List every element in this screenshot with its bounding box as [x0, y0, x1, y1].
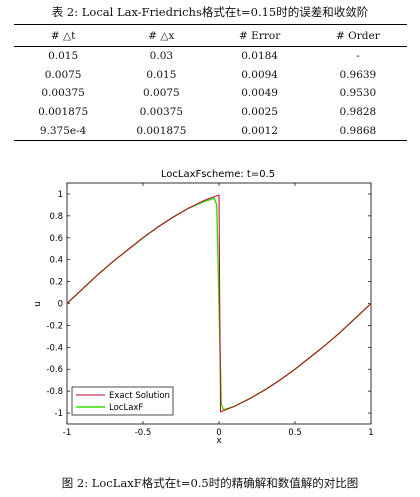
comparison-figure: LocLaxFscheme: t=0.5 -1 -0.5 0 0.5 1 1 0.8 0.6 0… [0, 158, 420, 448]
x-axis-label: x [216, 436, 222, 446]
legend-label-exact: Exact Solution [109, 391, 170, 401]
cell-dt: 0.00375 [41, 87, 85, 100]
y-axis-label: u [33, 301, 43, 307]
table-row: 0.015 0.03 0.0184 - [14, 47, 407, 66]
cell-error: 0.0094 [241, 68, 278, 81]
y-tick-label: 0 [58, 300, 63, 310]
cell-order: 0.9868 [339, 124, 377, 137]
cell-error: 0.0025 [241, 106, 278, 119]
y-tick-label: 1 [58, 190, 63, 200]
cell-dx: 0.00375 [139, 106, 184, 119]
y-tick-label: -0.2 [46, 321, 63, 331]
cell-dt: 0.015 [48, 50, 79, 63]
y-tick-label: 0.4 [49, 256, 63, 266]
y-tick-label: -0.4 [46, 343, 63, 353]
table-row: 0.001875 0.00375 0.0025 0.9828 [14, 103, 407, 122]
series-lines [66, 194, 372, 413]
cell-dt: 9.375e-4 [39, 124, 87, 137]
cell-dt: 0.0075 [44, 68, 82, 81]
y-tick-label: -0.8 [46, 387, 63, 397]
exact-solution-line [66, 194, 372, 413]
cell-error: 0.0184 [241, 50, 278, 63]
cell-dt: 0.001875 [38, 106, 89, 119]
table-header-row: # △t # △x # Error # Order [14, 24, 407, 47]
x-tick-label: 1 [368, 428, 373, 438]
solution-comparison-chart: LocLaxFscheme: t=0.5 -1 -0.5 0 0.5 1 1 0.8 0.6 0… [33, 169, 374, 446]
table-row: 9.375e-4 0.001875 0.0012 0.9868 [14, 121, 407, 141]
x-tick-label: 0.5 [288, 428, 302, 438]
x-tick-label: -0.5 [135, 428, 152, 438]
header-order: # Order [336, 29, 380, 42]
y-tick-label: 0.6 [49, 234, 63, 244]
cell-order: - [356, 50, 360, 63]
chart-title: LocLaxFscheme: t=0.5 [161, 169, 275, 180]
x-tick-label: -1 [63, 428, 71, 438]
axis-ticks: -1 -0.5 0 0.5 1 1 0.8 0.6 0.4 0.2 0 -0.2 -0.4 -0.6 -0.… [46, 183, 374, 438]
cell-dx: 0.03 [149, 50, 174, 63]
y-tick-label: 0.2 [49, 278, 63, 288]
figure-caption: 图 2: LocLaxF格式在t=0.5时的精确解和数值解的对比图 [61, 476, 359, 490]
cell-dx: 0.015 [146, 68, 177, 81]
cell-order: 0.9828 [339, 106, 377, 119]
y-tick-label: 0.8 [49, 212, 63, 222]
cell-error: 0.0012 [241, 124, 278, 137]
cell-order: 0.9639 [339, 68, 377, 81]
header-error: # Error [239, 29, 281, 42]
table-row: 0.0075 0.015 0.0094 0.9639 [14, 66, 407, 85]
error-convergence-table: # △t # △x # Error # Order 0.015 0.03 0.0… [14, 24, 407, 141]
x-tick-label: 0 [216, 428, 221, 438]
chart-legend: Exact Solution LocLaxF [71, 386, 174, 416]
cell-order: 0.9530 [339, 87, 377, 100]
y-tick-label: -0.6 [46, 365, 63, 375]
legend-box [71, 386, 174, 416]
y-tick-label: -1 [55, 409, 63, 419]
table-caption: 表 2: Local Lax-Friedrichs格式在t=0.15时的误差和收… [51, 5, 369, 19]
cell-dx: 0.001875 [136, 124, 187, 137]
cell-error: 0.0049 [241, 87, 278, 100]
table-row: 0.00375 0.0075 0.0049 0.9530 [14, 84, 407, 103]
header-dt: # △t [50, 29, 76, 42]
cell-dx: 0.0075 [143, 87, 180, 100]
legend-label-loclaxf: LocLaxF [109, 403, 143, 413]
header-dx: # △x [148, 29, 175, 42]
